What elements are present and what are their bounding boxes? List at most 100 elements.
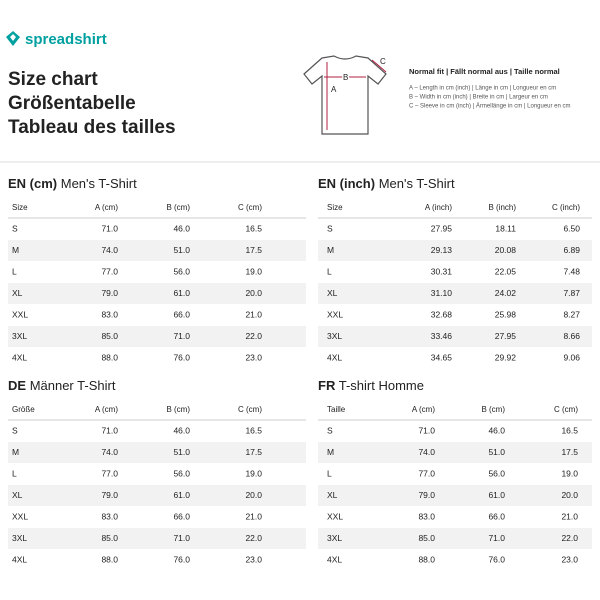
cell: 18.11 bbox=[495, 223, 516, 233]
cell: 74.0 bbox=[101, 245, 118, 255]
cell: 88.0 bbox=[101, 554, 118, 564]
cell: 56.0 bbox=[173, 468, 190, 478]
logo: spreadshirt bbox=[25, 31, 107, 48]
cell: 77.0 bbox=[101, 468, 118, 478]
cell: S bbox=[327, 425, 333, 435]
cell: L bbox=[327, 468, 332, 478]
cell: 21.0 bbox=[245, 511, 262, 521]
cell: 6.50 bbox=[563, 223, 580, 233]
cell: S bbox=[327, 223, 333, 233]
cell: 20.0 bbox=[245, 288, 262, 298]
cell: 79.0 bbox=[101, 288, 118, 298]
row-shade bbox=[318, 528, 592, 549]
cell: 3XL bbox=[327, 533, 342, 543]
cell: 17.5 bbox=[245, 245, 262, 255]
cell: 76.0 bbox=[488, 554, 505, 564]
cell: 8.66 bbox=[563, 331, 580, 341]
cell: 83.0 bbox=[418, 511, 435, 521]
cell: M bbox=[12, 245, 19, 255]
cell: 23.0 bbox=[561, 554, 578, 564]
cell: 34.65 bbox=[431, 352, 453, 362]
cell: 7.87 bbox=[563, 288, 580, 298]
cell: 32.68 bbox=[431, 309, 453, 319]
cell: 66.0 bbox=[173, 511, 190, 521]
cell: 76.0 bbox=[173, 352, 190, 362]
cell: XL bbox=[327, 288, 338, 298]
cell: 19.0 bbox=[245, 468, 262, 478]
column-header: B (inch) bbox=[488, 203, 516, 212]
title: Größentabelle bbox=[8, 93, 136, 114]
cell: 17.5 bbox=[245, 447, 262, 457]
table-title: EN (inch) Men's T-Shirt bbox=[318, 176, 455, 191]
cell: XXL bbox=[12, 511, 28, 521]
cell: 66.0 bbox=[488, 511, 505, 521]
column-header: C (cm) bbox=[554, 405, 578, 414]
cell: 23.0 bbox=[245, 352, 262, 362]
cell: 83.0 bbox=[101, 309, 118, 319]
table-name: T-shirt Homme bbox=[339, 378, 424, 393]
table-code: EN (inch) bbox=[318, 176, 375, 191]
cell: 16.5 bbox=[245, 425, 262, 435]
column-header: A (inch) bbox=[425, 203, 452, 212]
row-shade bbox=[8, 283, 306, 304]
cell: XL bbox=[12, 490, 23, 500]
cell: 19.0 bbox=[245, 266, 262, 276]
cell: 23.0 bbox=[245, 554, 262, 564]
fit: Normal fit | Fällt normal aus | Taille n… bbox=[409, 67, 560, 76]
cell: 20.08 bbox=[495, 245, 517, 255]
cell: M bbox=[327, 245, 334, 255]
cell: 85.0 bbox=[101, 533, 118, 543]
cell: 74.0 bbox=[101, 447, 118, 457]
column-header: C (inch) bbox=[552, 203, 580, 212]
cell: 4XL bbox=[12, 352, 27, 362]
cell: 77.0 bbox=[101, 266, 118, 276]
measure-c bbox=[371, 59, 387, 73]
cell: 20.0 bbox=[561, 490, 578, 500]
cell: 31.10 bbox=[431, 288, 453, 298]
cell: 71.0 bbox=[101, 425, 118, 435]
cell: 29.13 bbox=[431, 245, 453, 255]
cell: 51.0 bbox=[488, 447, 505, 457]
cell: 4XL bbox=[327, 554, 342, 564]
label-c: C bbox=[380, 57, 386, 66]
cell: 6.89 bbox=[563, 245, 580, 255]
cell: 9.06 bbox=[563, 352, 580, 362]
cell: 29.92 bbox=[495, 352, 517, 362]
column-header: A (cm) bbox=[412, 405, 435, 414]
cell: 16.5 bbox=[561, 425, 578, 435]
column-header: Size bbox=[12, 203, 28, 212]
row-shade bbox=[318, 240, 592, 261]
table-code: EN (cm) bbox=[8, 176, 57, 191]
cell: 46.0 bbox=[488, 425, 505, 435]
cell: 56.0 bbox=[488, 468, 505, 478]
cell: 83.0 bbox=[101, 511, 118, 521]
tshirt bbox=[303, 55, 387, 135]
cell: 21.0 bbox=[561, 511, 578, 521]
cell: 46.0 bbox=[173, 425, 190, 435]
cell: 71.0 bbox=[488, 533, 505, 543]
row-shade bbox=[8, 326, 306, 347]
cell: 76.0 bbox=[173, 554, 190, 564]
column-header: Größe bbox=[12, 405, 35, 414]
row-shade bbox=[8, 442, 306, 463]
cell: 4XL bbox=[327, 352, 342, 362]
cell: 25.98 bbox=[495, 309, 517, 319]
column-header: B (cm) bbox=[166, 203, 190, 212]
cell: 71.0 bbox=[173, 533, 190, 543]
column-header: B (cm) bbox=[481, 405, 505, 414]
table-title: FR T-shirt Homme bbox=[318, 378, 424, 393]
cell: 51.0 bbox=[173, 245, 190, 255]
table-name: Men's T-Shirt bbox=[61, 176, 137, 191]
column-header: Taille bbox=[327, 405, 346, 414]
table-code: FR bbox=[318, 378, 336, 393]
column-header: C (cm) bbox=[238, 203, 262, 212]
cell: 4XL bbox=[12, 554, 27, 564]
row-shade bbox=[318, 326, 592, 347]
cell: 22.05 bbox=[495, 266, 517, 276]
cell: 56.0 bbox=[173, 266, 190, 276]
row-shade bbox=[8, 240, 306, 261]
row-shade bbox=[8, 528, 306, 549]
cell: 33.46 bbox=[431, 331, 453, 341]
cell: 88.0 bbox=[101, 352, 118, 362]
cell: 7.48 bbox=[563, 266, 580, 276]
